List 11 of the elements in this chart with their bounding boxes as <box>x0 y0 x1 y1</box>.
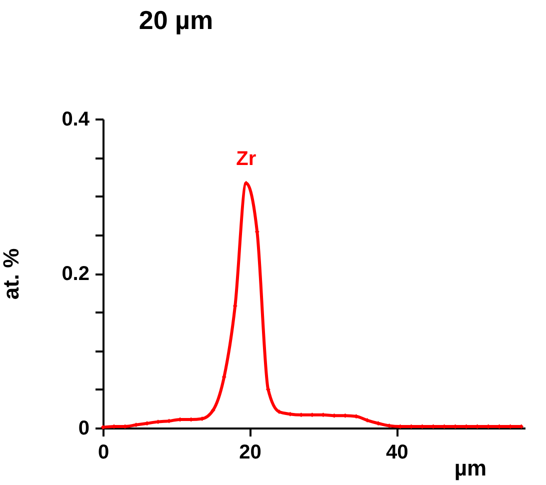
x-axis-title: µm <box>454 456 487 480</box>
x-tick-label: 20 <box>239 442 262 464</box>
series-label: Zr <box>236 148 256 170</box>
y-tick-label: 0.2 <box>62 263 90 285</box>
y-axis-title: at. % <box>0 248 24 300</box>
text: 20 µm <box>138 5 214 35</box>
y-tick-label: 0 <box>78 418 90 440</box>
x-tick-label: 40 <box>386 442 408 464</box>
y-tick-label: 0.4 <box>62 108 90 130</box>
x-tick-label: 0 <box>98 442 110 464</box>
point <box>244 180 248 186</box>
